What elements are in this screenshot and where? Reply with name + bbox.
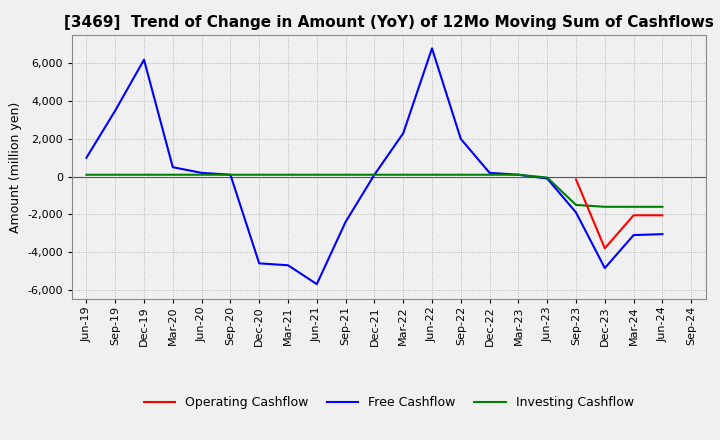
Investing Cashflow [428,172,436,177]
Free Cashflow [111,108,120,113]
Investing Cashflow [600,204,609,209]
Free Cashflow [428,46,436,51]
Investing Cashflow [312,172,321,177]
Investing Cashflow [82,172,91,177]
Investing Cashflow [629,204,638,209]
Investing Cashflow [370,172,379,177]
Free Cashflow [485,170,494,176]
Investing Cashflow [399,172,408,177]
Investing Cashflow [226,172,235,177]
Free Cashflow [399,131,408,136]
Free Cashflow [341,219,350,224]
Investing Cashflow [485,172,494,177]
Line: Free Cashflow: Free Cashflow [86,48,662,284]
Operating Cashflow [572,177,580,182]
Investing Cashflow [543,175,552,180]
Investing Cashflow [197,172,206,177]
Investing Cashflow [111,172,120,177]
Title: [3469]  Trend of Change in Amount (YoY) of 12Mo Moving Sum of Cashflows: [3469] Trend of Change in Amount (YoY) o… [64,15,714,30]
Investing Cashflow [341,172,350,177]
Investing Cashflow [572,202,580,208]
Free Cashflow [658,231,667,237]
Free Cashflow [543,176,552,181]
Free Cashflow [140,57,148,62]
Y-axis label: Amount (million yen): Amount (million yen) [9,102,22,233]
Investing Cashflow [255,172,264,177]
Investing Cashflow [140,172,148,177]
Free Cashflow [255,261,264,266]
Investing Cashflow [658,204,667,209]
Operating Cashflow [629,213,638,218]
Investing Cashflow [514,172,523,177]
Line: Operating Cashflow: Operating Cashflow [576,180,662,248]
Free Cashflow [370,172,379,177]
Free Cashflow [514,172,523,177]
Free Cashflow [572,210,580,215]
Free Cashflow [312,282,321,287]
Free Cashflow [600,265,609,271]
Legend: Operating Cashflow, Free Cashflow, Investing Cashflow: Operating Cashflow, Free Cashflow, Inves… [139,392,639,414]
Line: Investing Cashflow: Investing Cashflow [86,175,662,207]
Free Cashflow [197,170,206,176]
Investing Cashflow [284,172,292,177]
Free Cashflow [629,232,638,238]
Operating Cashflow [658,213,667,218]
Investing Cashflow [456,172,465,177]
Free Cashflow [456,136,465,142]
Free Cashflow [82,155,91,161]
Investing Cashflow [168,172,177,177]
Operating Cashflow [600,246,609,251]
Free Cashflow [284,263,292,268]
Free Cashflow [168,165,177,170]
Free Cashflow [226,172,235,177]
